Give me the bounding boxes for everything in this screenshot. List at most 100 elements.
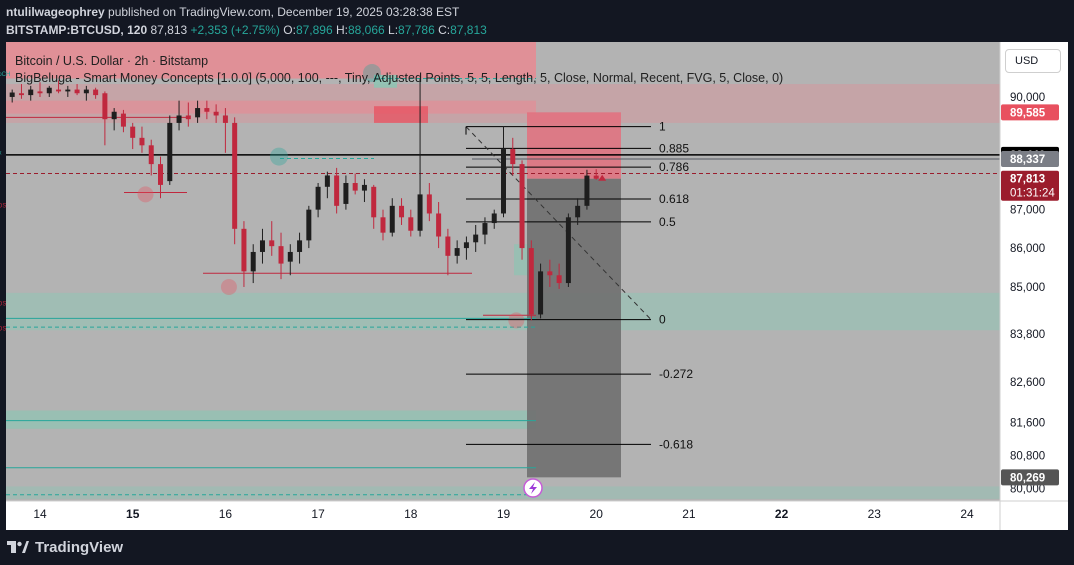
- candle-body: [436, 213, 442, 237]
- candle-body: [46, 87, 52, 94]
- candle-body: [167, 122, 173, 182]
- publish-info: ntulilwageophrey published on TradingVie…: [6, 5, 459, 19]
- candle-body: [65, 89, 71, 92]
- open-label: O:: [283, 23, 296, 37]
- price-label-position-bottom: [1001, 469, 1059, 486]
- candle-body: [315, 186, 321, 210]
- last-candle-marker: [598, 174, 607, 181]
- candle-body: [195, 108, 201, 118]
- fib-level-label: 1: [659, 120, 666, 134]
- high-label: H:: [335, 23, 348, 37]
- close-value: 87,813: [450, 23, 487, 37]
- candle-body: [482, 223, 488, 235]
- time-tick-label: 17: [311, 507, 325, 521]
- candle-body: [519, 164, 525, 249]
- low-label: L:: [388, 23, 399, 37]
- candle-body: [306, 209, 312, 241]
- smc-annotation: x: [0, 151, 2, 157]
- candle-body: [584, 175, 590, 206]
- price-label-line: [1001, 150, 1059, 167]
- candle-body: [538, 271, 544, 315]
- fibonacci-tool[interactable]: 1 0.885 0.786 0.618 0.5 0 -0.272 -0.618: [465, 120, 693, 452]
- zones-layer: [6, 42, 1000, 501]
- time-tick-label: 20: [590, 507, 604, 521]
- candle-body: [556, 275, 562, 284]
- candle-body: [139, 137, 145, 146]
- smc-annotation: BOS: [0, 204, 6, 210]
- price-tick-label: 86,000: [1010, 243, 1045, 255]
- tradingview-logo: TradingView: [7, 538, 123, 556]
- price-tick-label: 90,000: [1010, 92, 1045, 104]
- price-tick-label: 80,800: [1010, 450, 1045, 462]
- time-tick-label: 16: [219, 507, 233, 521]
- candle-body: [28, 89, 34, 96]
- indicator-legend[interactable]: BigBeluga - Smart Money Concepts [1.0.0]…: [15, 71, 784, 85]
- candle-body: [93, 89, 99, 96]
- candle-body: [343, 183, 349, 204]
- time-tick-label: 24: [960, 507, 974, 521]
- candle-body: [250, 251, 256, 272]
- open-value: 87,896: [295, 23, 333, 37]
- time-tick-label: 23: [868, 507, 882, 521]
- price-tick-label: 81,600: [1010, 418, 1045, 430]
- time-axis[interactable]: [6, 501, 1000, 530]
- price-label-text: 87,813: [1010, 174, 1045, 186]
- price-tick-label: 80,000: [1010, 484, 1045, 496]
- demand-zone-bottom: [6, 486, 1000, 499]
- supply-zone-upper: [6, 100, 536, 114]
- candle-body: [111, 111, 117, 120]
- candle-body: [399, 205, 405, 218]
- candle-body: [371, 186, 377, 218]
- candle-body: [361, 184, 367, 191]
- swing-low-marker-1: [137, 186, 154, 203]
- time-tick-label: 14: [33, 507, 47, 521]
- smc-annotation: BOS: [0, 326, 6, 332]
- candle-body: [287, 251, 293, 262]
- candle-body: [222, 115, 228, 123]
- candle-body: [491, 213, 497, 224]
- price-label-text: 89,585: [1010, 107, 1046, 119]
- candle-body: [528, 248, 534, 315]
- chart-legend-title: Bitcoin / U.S. Dollar · 2h · Bitstamp: [15, 54, 209, 68]
- candle-body: [547, 271, 553, 276]
- candle-body: [232, 122, 238, 229]
- swing-high-marker-1: [363, 64, 381, 83]
- candle-body: [389, 205, 395, 233]
- candle-body: [463, 242, 469, 249]
- candle-body: [18, 93, 24, 96]
- candle-body: [565, 217, 571, 284]
- price-label-last-price: [1001, 170, 1059, 201]
- price-tick-label: 83,800: [1010, 329, 1045, 341]
- fib-level-label: 0.618: [659, 192, 689, 206]
- currency-button[interactable]: USD: [1005, 49, 1061, 73]
- short-position-tool[interactable]: [527, 112, 621, 478]
- candle-body: [241, 228, 247, 272]
- price-label-text: 80,269: [1010, 472, 1045, 484]
- candle-body: [204, 108, 210, 112]
- candle-body: [176, 115, 182, 123]
- price-tick-label: 87,000: [1010, 205, 1045, 217]
- time-tick-label: 18: [404, 507, 418, 521]
- tradingview-logo-icon: [7, 541, 29, 553]
- candle-body: [83, 89, 89, 94]
- close-label: C:: [438, 23, 451, 37]
- fib-level-label: 0.885: [659, 141, 689, 155]
- supply-zone-top: [6, 42, 536, 79]
- annotations-layer: BOS BOS BOS CHoCH x: [0, 72, 543, 498]
- candle-body: [417, 194, 423, 231]
- candle-body: [148, 145, 154, 165]
- swing-high-marker-2: [270, 147, 288, 166]
- candle-body: [259, 240, 265, 252]
- candle-body: [269, 240, 275, 247]
- price-axis[interactable]: [1000, 42, 1068, 530]
- position-stop-zone[interactable]: [527, 112, 621, 179]
- smc-annotation: CHoCH: [0, 72, 10, 78]
- low-value: 87,786: [398, 23, 435, 37]
- publisher-name[interactable]: ntulilwageophrey: [6, 5, 105, 19]
- candle-body: [56, 89, 62, 92]
- fib-level-label: 0: [659, 313, 666, 327]
- position-target-zone[interactable]: [527, 178, 621, 478]
- candle-body: [334, 175, 340, 206]
